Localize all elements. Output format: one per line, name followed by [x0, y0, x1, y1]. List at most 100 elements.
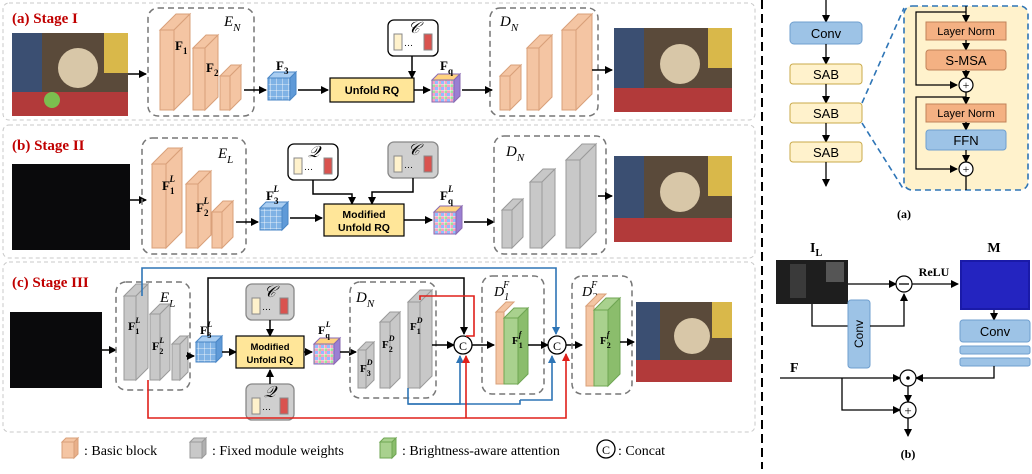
stage2-frame [2, 124, 756, 259]
stage1-fq-cube [430, 72, 462, 104]
stage1-output-image [614, 28, 732, 112]
legend-fixed-label: : Fixed module weights [212, 444, 344, 459]
stage2-f3: F3L [266, 184, 279, 206]
legend-concat-symbol-label: C [602, 443, 610, 457]
stage3-title: (c) Stage III [12, 275, 89, 291]
stage1-decoder-blocks [498, 12, 594, 112]
legend-attention-label: : Brightness-aware attention [402, 444, 560, 459]
stage3-modified-rq [235, 335, 305, 369]
stage3-d2f-frame [571, 275, 633, 395]
right-a-caption: (a) [897, 207, 911, 221]
right-b-caption: (b) [901, 447, 916, 461]
skip-blue-mid [407, 388, 521, 405]
right-a-conv-label: Conv [811, 26, 842, 41]
stage3-codebook-c: … 𝒞 [245, 283, 295, 321]
legend: : Basic block : Fixed module weights : B… [60, 436, 665, 460]
stage1-f3: F3 [276, 58, 289, 76]
stage1-unfold-rq-label: Unfold RQ [345, 85, 400, 97]
stage2-f2: F2L [196, 196, 209, 218]
svg-text:…: … [404, 160, 413, 170]
svg-text:…: … [262, 402, 271, 412]
svg-text:𝒬: 𝒬 [264, 384, 278, 401]
stage1-fq: Fq [440, 58, 453, 76]
legend-attention-swatch [378, 436, 398, 460]
right-b-conv-label: Conv [980, 324, 1011, 339]
skip-blue-c2 [520, 355, 556, 401]
stage3-d1f-label: D1F [493, 280, 510, 303]
right-a-sab-2-label: SAB [813, 106, 839, 121]
stage1-f2: F2 [206, 60, 219, 78]
stage2-decoder-blocks [500, 142, 598, 250]
stage3-d2f-blocks [584, 293, 622, 388]
stage1-encoder-label: EN [223, 14, 241, 34]
stage3-input-image [10, 312, 102, 388]
stage2-encoder-frame [141, 137, 247, 255]
svg-text:𝒬: 𝒬 [308, 144, 322, 161]
right-b-relu: ReLU [919, 265, 950, 279]
legend-concat-label: : Concat [618, 444, 665, 459]
right-a-layernorm-2-label: Layer Norm [937, 108, 994, 120]
legend-concat-symbol [596, 439, 616, 459]
stage2-f3-cube [258, 200, 290, 232]
stage1-f1: F1 [175, 38, 188, 56]
skip-blue-top [141, 267, 560, 335]
stage1-title: (a) Stage I [12, 11, 78, 27]
stage3-d1f-blocks [494, 301, 530, 386]
svg-text:…: … [304, 162, 313, 172]
stage3-fq-cube [312, 336, 342, 366]
svg-text:…: … [262, 302, 271, 312]
stage3-f3: F3L [200, 320, 212, 340]
stage1-decoder-frame [489, 7, 599, 117]
stage3-ff1: F1f [512, 330, 523, 350]
stage3-f2: F2L [152, 336, 164, 356]
legend-basic-label: : Basic block [84, 444, 157, 459]
right-a-sab-1-label: SAB [813, 67, 839, 82]
stage3-encoder-blocks [122, 282, 190, 382]
stage1-encoder-frame [147, 7, 255, 117]
stage3-encoder-label: EL [159, 290, 175, 310]
stage1-f3-cube [266, 70, 298, 102]
stage1-decoder-label: DN [499, 14, 519, 34]
stage2-fq-cube [432, 204, 464, 236]
right-b-conv [959, 319, 1031, 343]
stage3-decoder-frame [349, 281, 437, 399]
stage2-codebook-q: … 𝒬 [287, 143, 339, 181]
right-b-bar-1 [959, 345, 1031, 355]
skip-red-bottom [147, 353, 570, 419]
stage2-fq: FqL [440, 184, 454, 206]
right-a-sab-3-label: SAB [813, 145, 839, 160]
svg-text:+: + [904, 403, 911, 418]
stage2-decoder-label: DN [505, 144, 525, 164]
right-b-il: IL [810, 241, 822, 259]
stage3-f3-cube [194, 334, 224, 364]
stage2-basic-blocks [150, 146, 235, 250]
stage3-ff2: F2f [600, 330, 611, 350]
stage3-decoder-label: DN [355, 290, 375, 310]
stage3-rq-line2: Unfold RQ [247, 355, 294, 366]
stage1-frame [2, 2, 756, 121]
stage2-codebook-c: … 𝒞 [387, 141, 439, 179]
skip-black-top [207, 277, 468, 336]
stage3-f2d: F2D [382, 334, 395, 354]
right-b-conv-vertical [847, 299, 871, 369]
stage2-encoder-label: EL [217, 146, 233, 166]
svg-text:+: + [963, 78, 970, 92]
right-a-ffn-label: FFN [953, 133, 978, 148]
right-b-m: M [987, 241, 1000, 256]
right-b-f: F [790, 361, 799, 376]
stage1-codebook: … 𝒞 [387, 19, 439, 57]
stage3-fq: FqL [318, 320, 331, 340]
stage3-encoder-frame [115, 281, 191, 391]
stage2-f1: F1L [162, 174, 175, 196]
stage3-concat-1-label: C [459, 339, 467, 353]
stage2-input-image [12, 164, 130, 250]
stage3-output-image [636, 302, 732, 382]
stage2-rq-line2: Unfold RQ [338, 222, 390, 234]
svg-text:…: … [404, 38, 413, 48]
stage3-codebook-q: … 𝒬 [245, 383, 295, 421]
right-b-conv-vertical-label: Conv [852, 320, 866, 348]
stage3-f1d: F1D [410, 316, 423, 336]
legend-basic-swatch [60, 436, 80, 460]
